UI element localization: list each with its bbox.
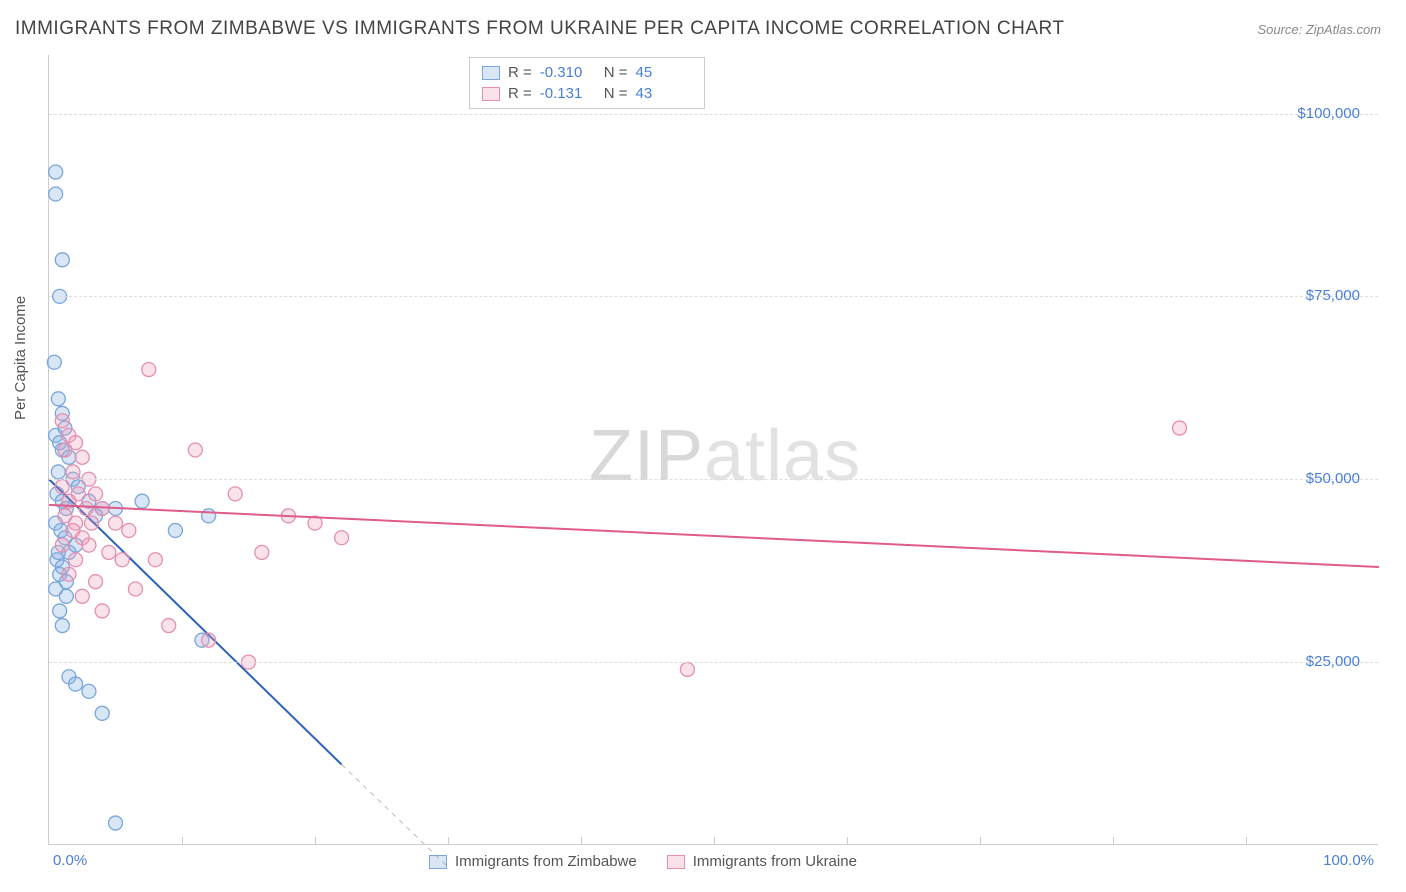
y-tick-label: $25,000 bbox=[1306, 653, 1360, 670]
gridline bbox=[49, 479, 1378, 480]
y-tick-label: $75,000 bbox=[1306, 287, 1360, 304]
y-axis-label: Per Capita Income bbox=[12, 296, 29, 420]
chart-title: IMMIGRANTS FROM ZIMBABWE VS IMMIGRANTS F… bbox=[15, 18, 1065, 40]
x-tick bbox=[980, 837, 981, 845]
gridline bbox=[49, 662, 1378, 663]
x-tick bbox=[847, 837, 848, 845]
y-tick-label: $50,000 bbox=[1306, 470, 1360, 487]
legend-item: Immigrants from Zimbabwe bbox=[429, 853, 637, 870]
x-tick bbox=[1246, 837, 1247, 845]
x-tick bbox=[581, 837, 582, 845]
gridline bbox=[49, 114, 1378, 115]
x-tick bbox=[1113, 837, 1114, 845]
x-tick bbox=[714, 837, 715, 845]
legend-series-label: Immigrants from Zimbabwe bbox=[455, 853, 637, 870]
legend-series: Immigrants from Zimbabwe Immigrants from… bbox=[429, 853, 857, 870]
plot-svg bbox=[49, 55, 1378, 844]
y-tick-label: $100,000 bbox=[1297, 105, 1360, 122]
source-label: Source: ZipAtlas.com bbox=[1257, 22, 1381, 37]
x-tick bbox=[448, 837, 449, 845]
x-tick bbox=[182, 837, 183, 845]
chart-area: ZIPatlas R = -0.310 N = 45 R = -0.131 N … bbox=[48, 55, 1378, 845]
swatch-icon bbox=[667, 855, 685, 869]
legend-series-label: Immigrants from Ukraine bbox=[693, 853, 857, 870]
x-axis-max-label: 100.0% bbox=[1323, 852, 1374, 869]
legend-item: Immigrants from Ukraine bbox=[667, 853, 857, 870]
swatch-icon bbox=[429, 855, 447, 869]
gridline bbox=[49, 296, 1378, 297]
x-axis-min-label: 0.0% bbox=[53, 852, 87, 869]
x-tick bbox=[315, 837, 316, 845]
